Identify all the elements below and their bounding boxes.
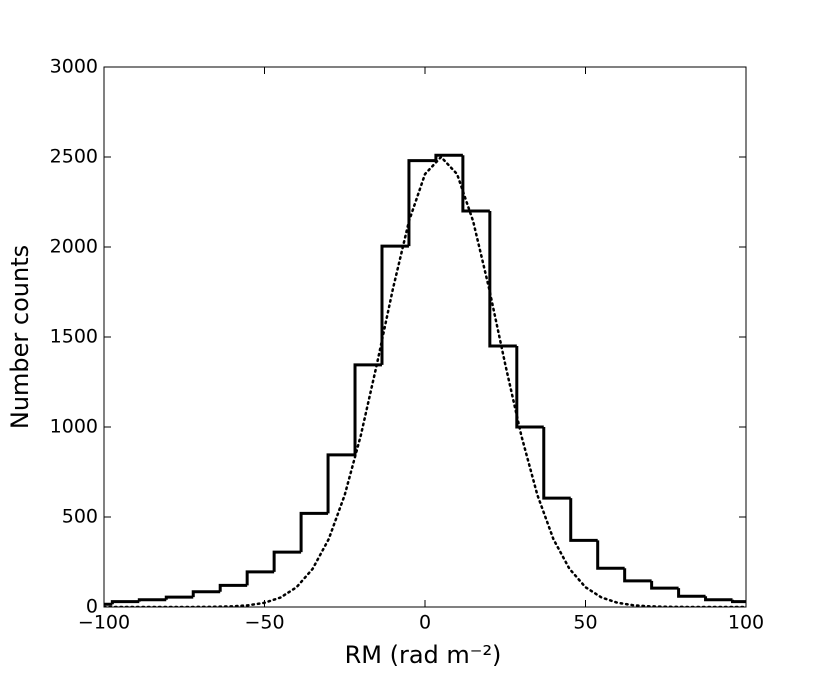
x-tick-label: −100 — [78, 612, 130, 634]
histogram-bin — [218, 583, 248, 592]
x-tick-label: 100 — [728, 612, 764, 634]
y-tick-label: 500 — [62, 506, 98, 528]
y-tick-label: 0 — [86, 596, 98, 618]
histogram-bin — [515, 346, 544, 429]
y-tick-label: 2000 — [50, 236, 98, 258]
histogram-bin — [650, 580, 679, 590]
x-tick-label: −50 — [244, 612, 284, 634]
histogram-bin — [569, 498, 598, 542]
plot-area — [104, 153, 746, 607]
histogram-bin — [353, 363, 382, 455]
y-tick-label: 1500 — [50, 326, 98, 348]
histogram-bin — [245, 570, 275, 586]
histogram-bin — [191, 590, 221, 598]
histogram-bin — [326, 453, 356, 514]
histogram-bin — [704, 596, 733, 602]
histogram-bin — [299, 511, 329, 553]
histogram-bin — [623, 568, 652, 583]
histogram-bin — [488, 211, 517, 348]
histogram-bin — [434, 153, 463, 161]
histogram-bin — [272, 550, 302, 572]
y-tick-label: 1000 — [50, 416, 98, 438]
histogram-bin — [542, 427, 571, 500]
histogram-bin — [677, 588, 706, 598]
histogram-bin — [461, 155, 490, 213]
y-axis-label: Number counts — [6, 245, 34, 429]
histogram-bin — [596, 540, 625, 570]
y-tick-label: 3000 — [50, 56, 98, 78]
histogram-bin — [731, 599, 746, 604]
histogram-bin — [380, 244, 409, 365]
histogram-bin — [110, 600, 140, 605]
x-axis-label: RM (rad m⁻²) — [345, 641, 502, 669]
histogram-bin — [137, 598, 167, 602]
y-tick-label: 2500 — [50, 146, 98, 168]
x-tick-label: 0 — [419, 612, 431, 634]
histogram-bin — [164, 595, 194, 600]
histogram-bin — [407, 159, 436, 247]
x-tick-label: 50 — [573, 612, 597, 634]
